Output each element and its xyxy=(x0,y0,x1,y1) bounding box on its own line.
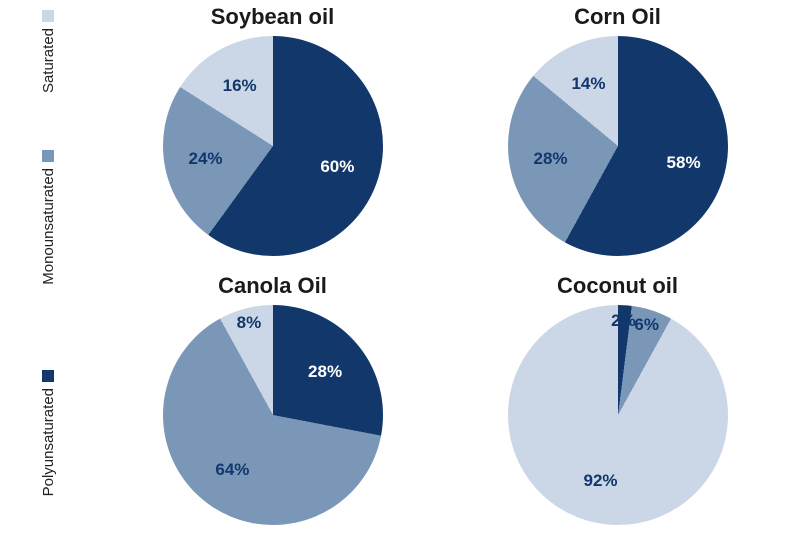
legend-label: Polyunsaturated xyxy=(40,388,57,496)
slice-label-saturated: 16% xyxy=(223,76,257,96)
chart-title: Soybean oil xyxy=(211,4,334,30)
legend-item-polyunsaturated: Polyunsaturated xyxy=(28,370,68,530)
slice-label-polyunsaturated: 60% xyxy=(320,157,354,177)
chart-title: Canola Oil xyxy=(218,273,327,299)
slice-label-saturated: 8% xyxy=(237,313,262,333)
slice-label-polyunsaturated: 58% xyxy=(667,153,701,173)
pie xyxy=(163,305,383,525)
legend-label: Monounsaturated xyxy=(40,168,57,285)
pie-chart: 28% 64% 8% xyxy=(163,305,383,525)
legend: Saturated Monounsaturated Polyunsaturate… xyxy=(28,0,68,538)
pie-chart: 58% 28% 14% xyxy=(508,36,728,256)
legend-item-monounsaturated: Monounsaturated xyxy=(28,150,68,360)
legend-swatch xyxy=(42,370,54,382)
chart-soybean-oil: Soybean oil 60% 24% 16% xyxy=(100,0,445,269)
chart-title: Coconut oil xyxy=(557,273,678,299)
pie xyxy=(508,36,728,256)
chart-corn-oil: Corn Oil 58% 28% 14% xyxy=(445,0,790,269)
slice-label-monounsaturated: 6% xyxy=(634,315,659,335)
pie-chart: 2%6% 92% xyxy=(508,305,728,525)
charts-grid: Soybean oil 60% 24% 16% Corn Oil 58% 28% 14%… xyxy=(100,0,790,538)
legend-item-saturated: Saturated xyxy=(28,10,68,140)
legend-swatch xyxy=(42,150,54,162)
slice-label-polyunsaturated: 2% xyxy=(611,311,636,331)
slice-label-monounsaturated: 28% xyxy=(533,149,567,169)
slice-label-saturated: 92% xyxy=(584,471,618,491)
slice-label-monounsaturated: 24% xyxy=(188,149,222,169)
pie xyxy=(508,305,728,525)
pie xyxy=(163,36,383,256)
slice-label-monounsaturated: 64% xyxy=(215,460,249,480)
slice-label-saturated: 14% xyxy=(571,74,605,94)
chart-title: Corn Oil xyxy=(574,4,661,30)
pie-chart: 60% 24% 16% xyxy=(163,36,383,256)
chart-canola-oil: Canola Oil 28% 64% 8% xyxy=(100,269,445,538)
legend-label: Saturated xyxy=(40,28,57,93)
legend-swatch xyxy=(42,10,54,22)
slice-label-polyunsaturated: 28% xyxy=(308,362,342,382)
chart-coconut-oil: Coconut oil 2%6% 92% xyxy=(445,269,790,538)
